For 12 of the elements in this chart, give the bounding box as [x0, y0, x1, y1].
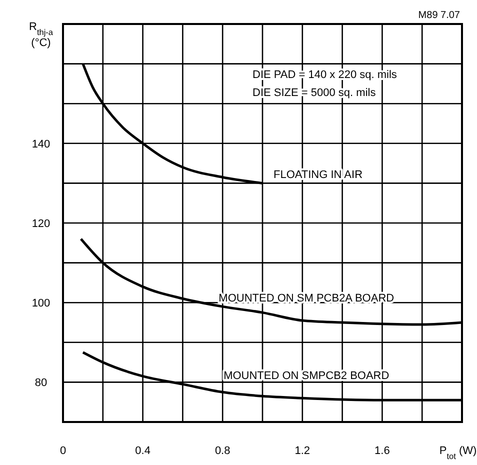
y-tick-label: 80	[34, 377, 48, 390]
x-tick-label: 0.4	[135, 445, 150, 457]
y-tick-label: 100	[32, 298, 50, 310]
x-tick-label: 0	[60, 445, 66, 457]
y-tick-label: 140	[32, 138, 50, 150]
x-tick-label: 1.2	[294, 445, 310, 457]
x-tick-label: 1.6	[374, 445, 390, 457]
y-axis-title: R$_{thj-a}$ (°C)	[28, 21, 54, 49]
x-tick-label: 0.8	[214, 445, 230, 457]
text: M89 7.07	[418, 10, 460, 21]
y-tick-label: 120	[32, 218, 50, 230]
x-axis-title: P$_{tot}$ (W)	[439, 445, 477, 460]
